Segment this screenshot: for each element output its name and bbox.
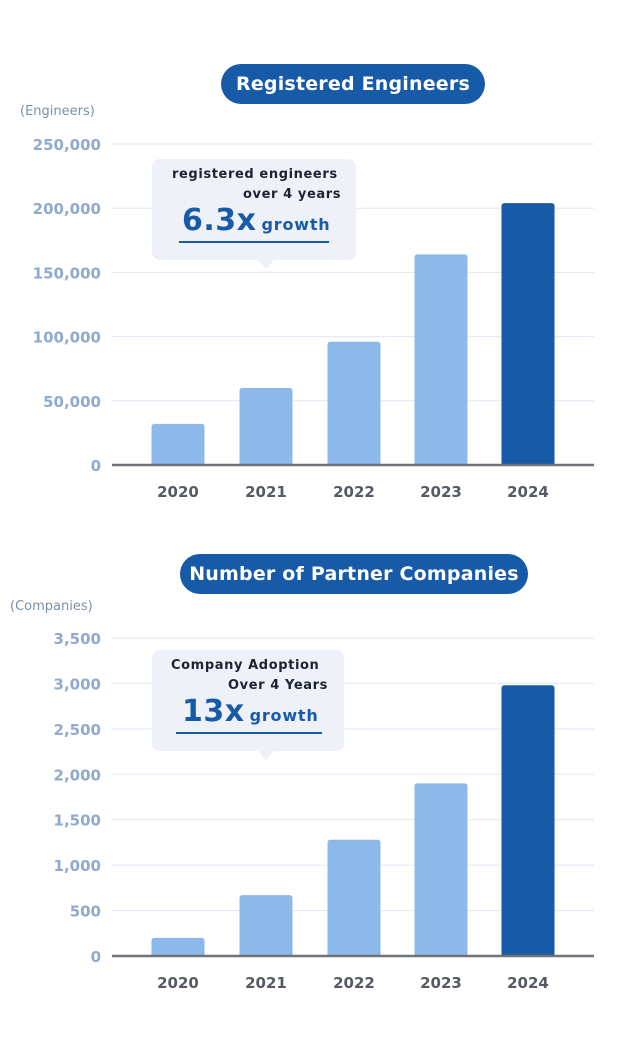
bar-2021 (239, 895, 293, 956)
companies-bar-chart: 0 500 1,000 1,500 2,000 2,500 3,000 3,500 2020 20… (54, 630, 594, 992)
growth-figure: 6.3x (182, 203, 257, 238)
y-tick-label: 2,000 (54, 766, 101, 784)
bar-2022 (327, 341, 381, 465)
x-tick-label: 2022 (333, 974, 375, 992)
y-tick-label: 500 (70, 903, 101, 921)
x-tick-label: 2021 (245, 974, 287, 992)
callout-tail (258, 260, 274, 269)
x-tick-label: 2024 (507, 483, 549, 501)
growth-callout: registered engineers over 4 years 6.3x gr… (152, 159, 356, 260)
engineers-bar-chart: 0 50,000 100,000 150,000 200,000 250,000 2020 2… (33, 136, 594, 501)
bar-2023 (414, 254, 468, 465)
chart-title: Registered Engineers (221, 64, 485, 104)
y-axis-unit-label: (Companies) (10, 599, 93, 614)
callout-line-1: registered engineers (172, 167, 338, 182)
growth-figure-group: 6.3x growth (182, 203, 330, 238)
x-tick-label: 2022 (333, 483, 375, 501)
chart-title: Number of Partner Companies (180, 554, 528, 594)
growth-figure: 13x (182, 694, 245, 729)
growth-word: growth (261, 215, 331, 234)
callout-line-1: Company Adoption (171, 658, 320, 673)
y-tick-label: 2,500 (54, 721, 101, 739)
bar-2021 (239, 387, 293, 465)
engineers-chart: Registered Engineers (Engineers) 0 50,000… (0, 0, 622, 520)
y-tick-label: 0 (91, 948, 101, 966)
y-tick-label: 250,000 (33, 136, 101, 154)
x-tick-label: 2023 (420, 483, 462, 501)
bar-2023 (414, 783, 468, 956)
x-tick-label: 2023 (420, 974, 462, 992)
callout-line-2: over 4 years (243, 187, 342, 202)
y-axis-unit-label: (Engineers) (20, 104, 95, 119)
bar-2024 (501, 685, 555, 956)
growth-figure-group: 13x growth (182, 694, 319, 729)
y-tick-label: 100,000 (33, 329, 101, 347)
bar-2020 (151, 937, 205, 956)
growth-word: growth (249, 706, 319, 725)
bar-2024 (501, 203, 555, 465)
y-tick-label: 1,000 (54, 857, 101, 875)
growth-underline (176, 732, 322, 734)
x-tick-label: 2020 (157, 483, 199, 501)
x-tick-label: 2024 (507, 974, 549, 992)
y-tick-label: 0 (91, 457, 101, 475)
y-tick-label: 1,500 (54, 812, 101, 830)
growth-underline (179, 241, 329, 243)
y-tick-label: 150,000 (33, 264, 101, 282)
growth-callout: Company Adoption Over 4 Years 13x growth (152, 650, 344, 751)
x-tick-label: 2020 (157, 974, 199, 992)
callout-tail (258, 751, 274, 760)
y-tick-label: 200,000 (33, 200, 101, 218)
x-tick-label: 2021 (245, 483, 287, 501)
bar-2022 (327, 839, 381, 956)
bar-2020 (151, 423, 205, 465)
companies-chart: Number of Partner Companies (Companies) … (0, 540, 622, 1058)
y-tick-label: 3,500 (54, 630, 101, 648)
y-tick-label: 3,000 (54, 675, 101, 693)
y-tick-label: 50,000 (43, 393, 101, 411)
callout-line-2: Over 4 Years (228, 678, 329, 693)
